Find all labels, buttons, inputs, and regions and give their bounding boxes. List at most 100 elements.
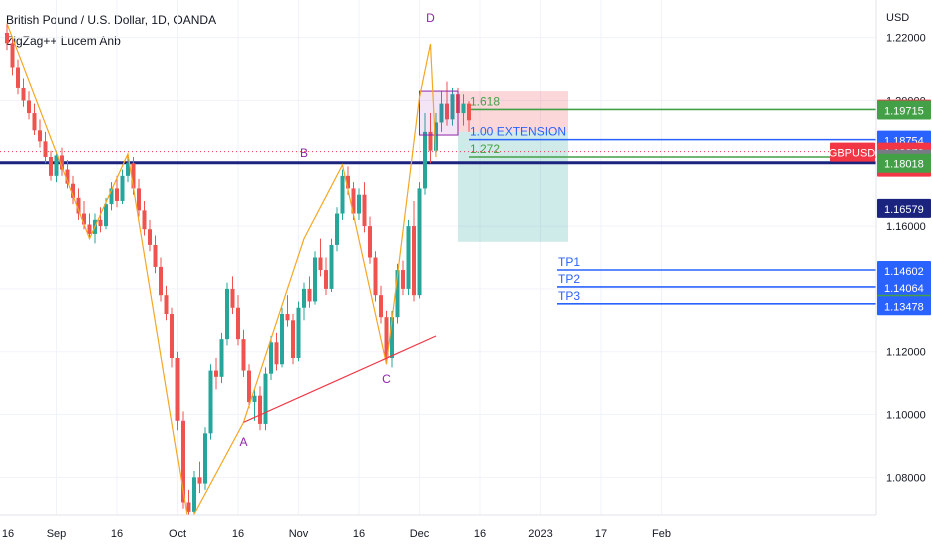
stop-zone [458,91,568,132]
candle-body [461,103,466,114]
candle-body [335,213,339,245]
candle-body [230,288,235,308]
price-tag-label: 1.14064 [884,283,924,295]
candle-body [186,502,191,512]
candle-body [225,288,229,340]
candle-body [329,244,334,289]
candle-body [137,188,141,211]
target-zone [458,131,568,242]
candle-body [395,270,400,318]
level-label: TP2 [558,272,580,286]
price-tag [877,296,931,316]
candle-body [428,131,433,151]
level-label: TP3 [558,289,580,303]
time-axis[interactable]: 16 Sep 16 Oct 16 Nov 16 Dec 16 2023 17 Feb [0,514,876,550]
candle-body [32,113,37,131]
candle-body [120,175,125,201]
candle-body [159,266,163,296]
price-axis-currency: USD [886,12,909,24]
candle-body [208,370,213,434]
candle-body [258,395,262,424]
candle-body [197,477,202,484]
candle-body [192,477,196,512]
candle-body [423,131,427,189]
price-tag-label: 1.18018 [884,159,924,171]
candle-body [346,175,350,189]
candle-body [280,314,284,365]
time-tick-label: Nov [289,528,309,540]
time-tick-label: Sep [47,528,67,540]
candle-body [285,314,290,321]
swing-label: B [300,146,308,160]
level-lines: 1.618 1.00 EXTENSION 1.272 TP1 TP2 TP3 [0,94,876,305]
price-tag-label: 1.13478 [884,301,924,313]
overlay: A B C D [6,11,459,527]
price-tick-label: 1.22000 [886,33,926,45]
candle-body [379,295,383,318]
grid [0,0,876,515]
time-tick-label: 16 [2,528,14,540]
level-label: 1.618 [470,94,500,108]
candle-body [252,395,257,402]
candle-body [417,188,422,296]
candle-body [38,130,42,142]
candle-body [368,226,372,258]
candle-body [203,433,207,484]
candle-body [10,43,15,68]
time-tick-label: 2023 [528,528,552,540]
candle-body [131,163,136,189]
candle-body [43,141,48,158]
candle-body [307,288,312,302]
candle-body [98,219,103,227]
candle-body [71,183,75,198]
pattern-box [419,90,459,136]
price-tag [877,260,931,280]
candles [5,23,471,525]
candle-body [21,87,26,101]
price-tick-label: 1.12000 [886,347,926,359]
candle-body [175,357,180,421]
price-tick-label: 1.08000 [886,472,926,484]
zones [458,91,568,242]
candle-body [153,244,158,267]
candle-body [247,370,251,402]
candle-body [324,270,328,289]
candle-body [126,163,130,176]
candle-body [87,224,92,234]
swing-label: A [239,435,247,449]
time-tick-label: 16 [353,528,365,540]
candle-body [362,194,367,227]
time-tick-label: 16 [111,528,123,540]
candle-body [263,373,268,424]
time-tick-label: 16 [474,528,486,540]
support-trendline [243,335,437,423]
candle-body [5,32,9,44]
candle-body [148,229,152,245]
candle-body [313,257,317,302]
time-tick-label: 16 [232,528,244,540]
candle-body [49,157,53,176]
candle-body [54,155,59,176]
candle-body [274,342,279,365]
candle-body [115,188,119,201]
candle-body [181,420,185,503]
candle-body [142,210,147,230]
candle-body [406,226,411,289]
swing-label: C [382,372,391,386]
zigzag-line [6,23,437,527]
time-tick-label: Oct [169,528,186,540]
candle-body [357,194,361,214]
candle-body [214,370,218,377]
candle-body [340,175,345,214]
candle-body [384,317,389,358]
candle-body [390,317,394,358]
symbol-tag-label: GBPUSD [829,148,876,160]
candle-body [219,339,224,377]
candle-body [269,342,273,374]
candle-body [164,295,169,315]
candle-body [65,169,70,184]
time-tick-label: Feb [652,528,671,540]
candle-body [445,103,449,120]
candle-body [241,339,246,371]
